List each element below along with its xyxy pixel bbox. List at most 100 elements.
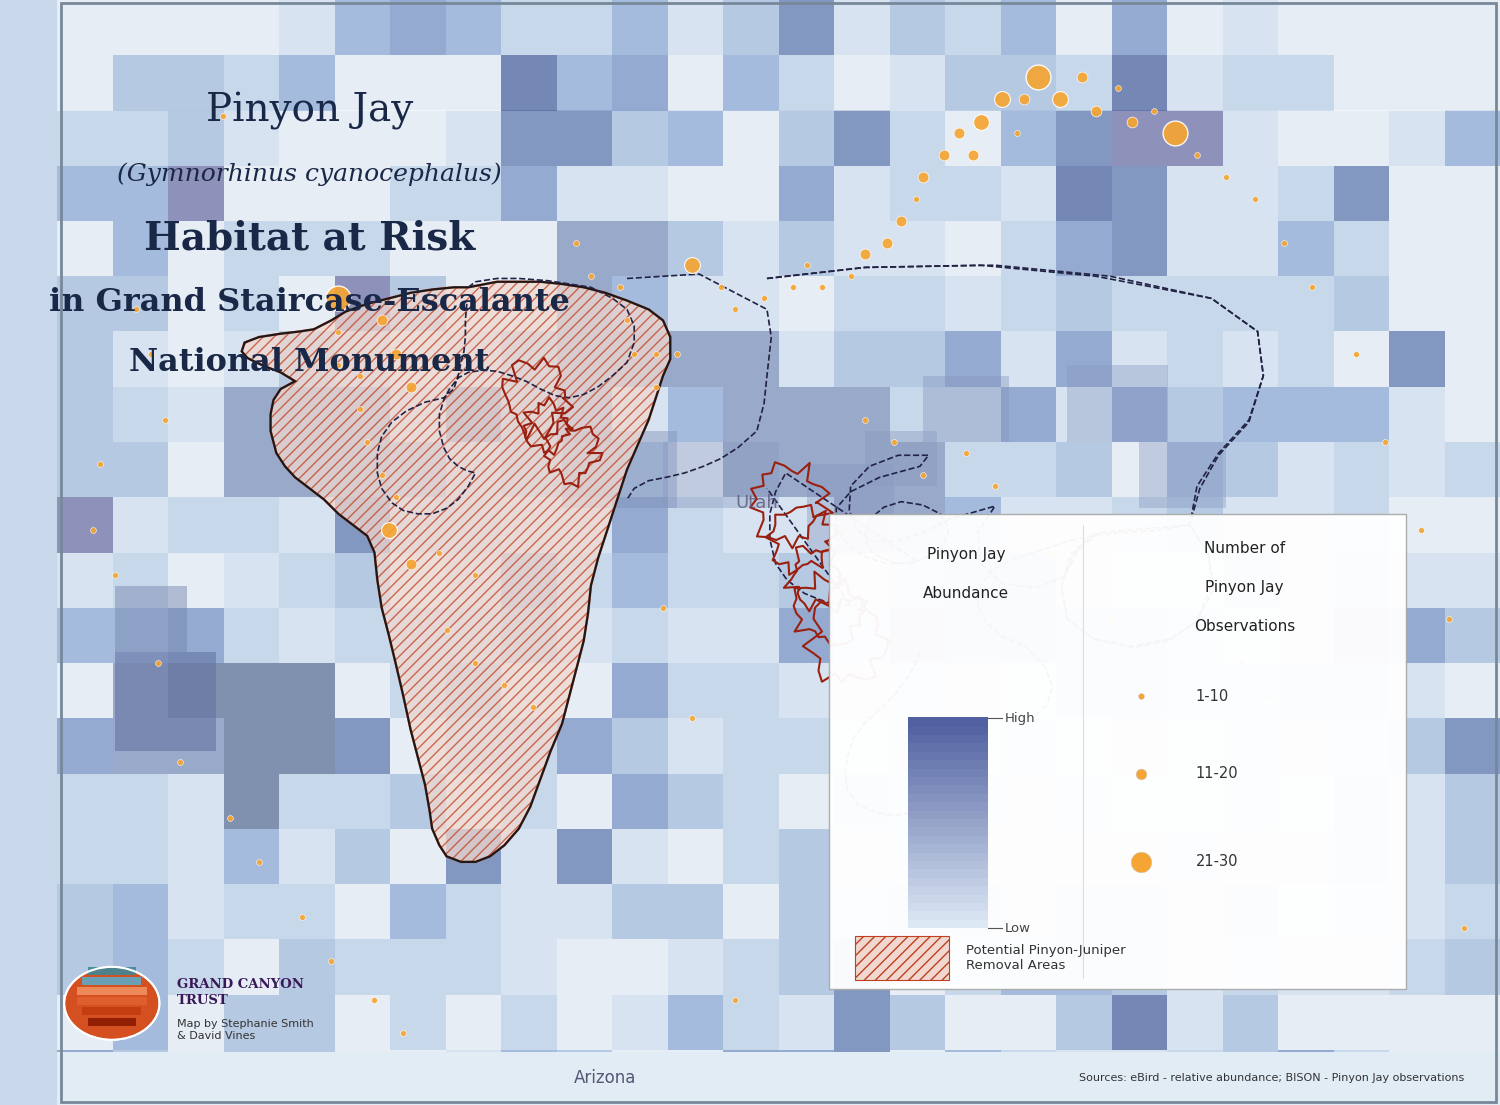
Bar xyxy=(334,1050,390,1105)
Bar xyxy=(945,387,1000,442)
Bar xyxy=(1056,663,1112,718)
Point xyxy=(1026,69,1050,86)
Point xyxy=(1452,919,1476,937)
Bar xyxy=(909,792,987,802)
Point xyxy=(1013,91,1036,108)
Point xyxy=(564,234,588,252)
Bar xyxy=(390,774,445,829)
Bar xyxy=(224,663,279,718)
Bar xyxy=(446,884,501,939)
Bar xyxy=(112,55,168,110)
Bar xyxy=(865,431,938,486)
Bar xyxy=(224,276,279,332)
Bar xyxy=(556,110,612,166)
Bar xyxy=(390,884,445,939)
Bar xyxy=(1389,276,1444,332)
Bar xyxy=(1167,718,1222,773)
Bar xyxy=(556,497,612,552)
Bar xyxy=(1334,1050,1389,1105)
Bar xyxy=(1112,1050,1167,1105)
Bar xyxy=(334,387,390,442)
Bar xyxy=(1056,1050,1112,1105)
Bar xyxy=(1066,365,1168,442)
Bar xyxy=(612,608,668,663)
Bar xyxy=(909,902,987,912)
Point xyxy=(211,107,236,125)
Bar xyxy=(1389,718,1444,773)
Bar xyxy=(1222,332,1278,387)
Bar xyxy=(1334,497,1389,552)
Bar xyxy=(1334,55,1389,110)
Bar xyxy=(1222,829,1278,884)
Bar xyxy=(224,55,279,110)
Bar xyxy=(1222,552,1278,608)
Bar xyxy=(76,987,147,994)
Bar xyxy=(279,718,334,773)
Point xyxy=(946,124,970,141)
Bar xyxy=(1389,608,1444,663)
Bar xyxy=(723,552,778,608)
Bar xyxy=(723,221,778,276)
Bar xyxy=(612,497,668,552)
Bar xyxy=(890,1050,945,1105)
Bar xyxy=(1444,552,1500,608)
Bar xyxy=(1389,387,1444,442)
Bar xyxy=(446,332,501,387)
Bar xyxy=(1334,718,1389,773)
Bar xyxy=(778,994,834,1050)
Point xyxy=(1272,234,1296,252)
Bar xyxy=(1112,166,1167,221)
Bar xyxy=(112,387,168,442)
Bar xyxy=(57,332,112,387)
Point xyxy=(954,444,978,462)
Bar xyxy=(612,332,668,387)
Bar xyxy=(112,1050,168,1105)
Bar xyxy=(556,387,612,442)
Bar xyxy=(501,221,556,276)
Bar xyxy=(890,221,945,276)
Point xyxy=(1164,124,1188,141)
Bar xyxy=(556,994,612,1050)
Bar xyxy=(834,0,890,55)
Bar xyxy=(834,221,890,276)
Bar xyxy=(1056,608,1112,663)
Bar xyxy=(1167,1050,1222,1105)
Bar xyxy=(1222,994,1278,1050)
Bar xyxy=(890,276,945,332)
Bar xyxy=(612,663,668,718)
Bar xyxy=(446,829,501,884)
Bar xyxy=(1389,166,1444,221)
Bar xyxy=(778,939,834,994)
Bar xyxy=(1167,884,1222,939)
Bar xyxy=(909,801,987,811)
Bar xyxy=(446,55,501,110)
Bar xyxy=(834,939,890,994)
Bar xyxy=(1222,884,1278,939)
Bar xyxy=(390,387,445,442)
Bar xyxy=(168,552,224,608)
Bar xyxy=(945,332,1000,387)
Bar xyxy=(834,829,890,884)
Bar xyxy=(668,939,723,994)
Bar xyxy=(279,497,334,552)
Bar xyxy=(1278,884,1334,939)
Bar xyxy=(668,774,723,829)
Bar xyxy=(1112,994,1167,1050)
Bar xyxy=(556,829,612,884)
Bar xyxy=(723,442,778,497)
Bar xyxy=(57,442,112,497)
Bar xyxy=(1389,939,1444,994)
Bar xyxy=(1444,774,1500,829)
Bar xyxy=(224,497,279,552)
Bar xyxy=(834,552,890,608)
Bar xyxy=(1056,0,1112,55)
Point xyxy=(1070,69,1094,86)
Bar xyxy=(1444,387,1500,442)
Point xyxy=(327,290,351,307)
Bar xyxy=(446,276,501,332)
Point xyxy=(248,853,272,871)
Bar xyxy=(834,774,890,829)
Bar xyxy=(612,166,668,221)
Bar xyxy=(224,110,279,166)
Point xyxy=(1437,610,1461,628)
